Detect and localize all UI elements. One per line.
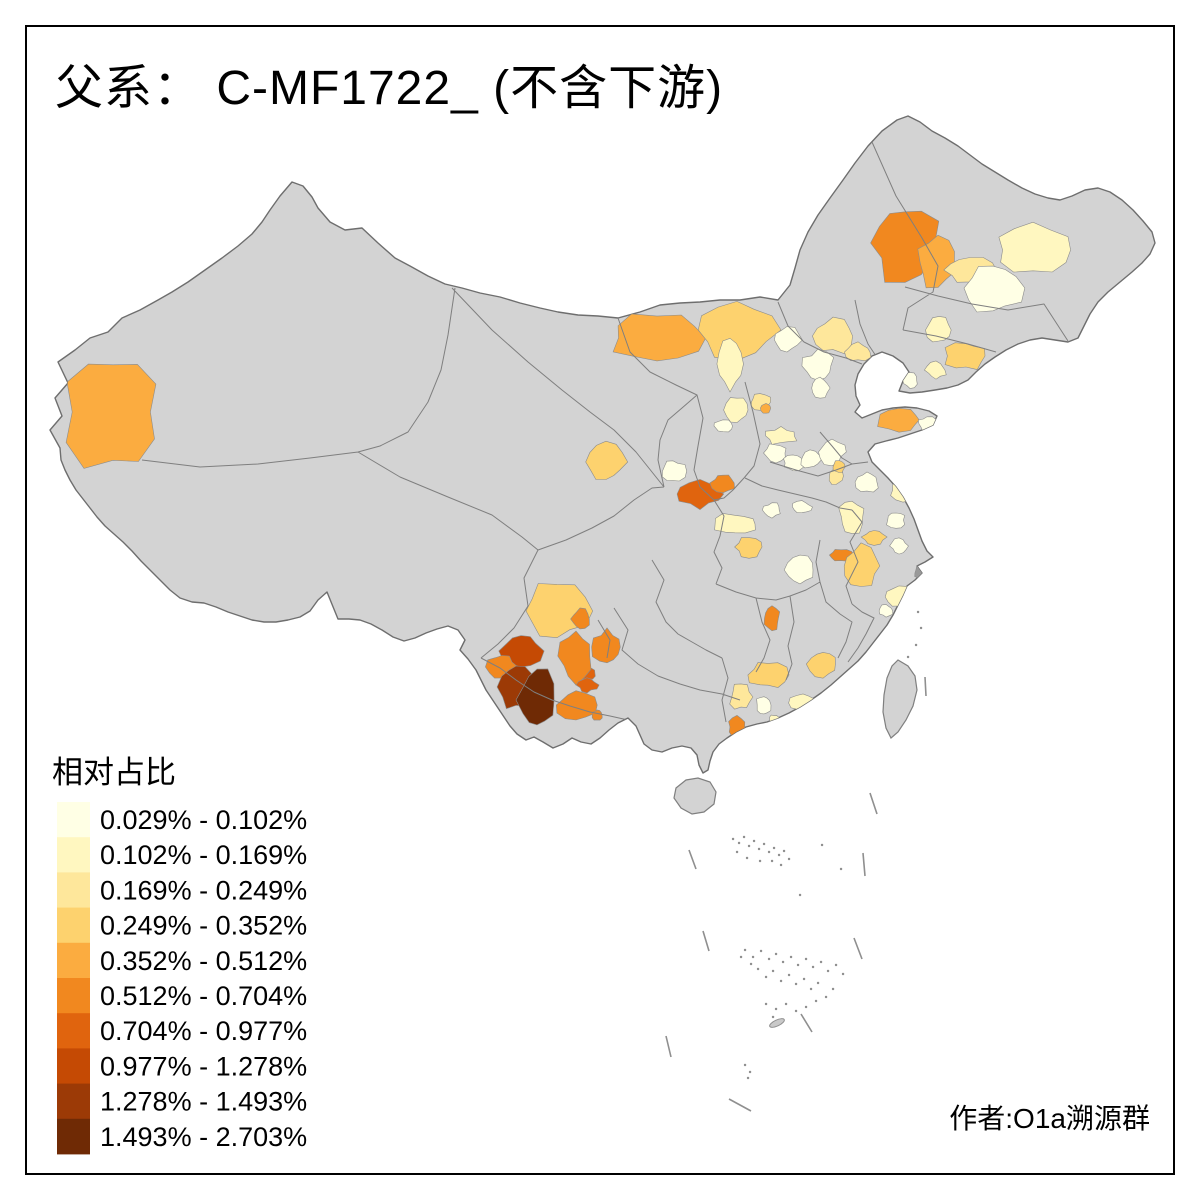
map-region-henan-zhengzhou xyxy=(763,443,787,464)
map-region-jiangsu-yangzhou xyxy=(860,530,888,546)
map-region-jiangsu-suzhou xyxy=(889,537,909,555)
map-region-henan-north xyxy=(713,419,733,433)
map-region-henan-anyang xyxy=(765,426,798,445)
legend-swatch xyxy=(57,1083,90,1120)
author-credit: 作者:O1a溯源群 xyxy=(949,1103,1150,1134)
map-region-hubei-wuhan xyxy=(783,554,814,585)
map-region-heilongjiang-yichun xyxy=(998,221,1071,273)
map-region-henan-nanyang xyxy=(734,537,763,559)
legend-swatch xyxy=(57,907,90,944)
legend-label: 1.278% - 1.493% xyxy=(100,1087,307,1117)
legend-label: 0.102% - 0.169% xyxy=(100,840,307,870)
map-region-liaoning-dalian-north xyxy=(923,360,947,380)
map-region-xinjiang-southwest xyxy=(65,363,157,469)
legend-label: 0.977% - 1.278% xyxy=(100,1051,307,1081)
map-region-hunan-jiangxi-border xyxy=(763,605,781,632)
map-region-shandong-qingdao xyxy=(877,407,920,433)
south-china-sea-island-dots xyxy=(731,610,923,1080)
province-boundaries xyxy=(141,141,1069,723)
legend-label: 0.029% - 0.102% xyxy=(100,805,307,835)
legend-label: 1.493% - 2.703% xyxy=(100,1122,307,1152)
map-region-shanxi-yangquan xyxy=(760,403,772,414)
sea-boundary-dashes xyxy=(665,676,927,1112)
map-region-zhejiang-jinhua-east xyxy=(878,604,894,618)
legend-swatch xyxy=(57,942,90,979)
legend-swatch xyxy=(57,1013,90,1049)
map-region-yunnan-zhaotong xyxy=(591,627,621,664)
map-region-yunnan-yuxi xyxy=(575,677,600,694)
map-region-gansu-lanzhou xyxy=(585,440,629,480)
hainan-island xyxy=(673,777,717,815)
legend-swatch xyxy=(57,1048,90,1084)
map-region-liaoning-dandong xyxy=(944,342,986,370)
south-sea-islet xyxy=(769,1018,785,1028)
map-region-henan-shangqiu xyxy=(800,449,822,469)
map-region-henan-nanyang-north xyxy=(714,513,756,534)
legend-swatch xyxy=(57,978,90,1014)
legend-swatch xyxy=(57,1118,90,1155)
map-region-liaoning-chaoyang xyxy=(844,341,872,362)
legend-swatch xyxy=(57,802,90,838)
map-region-heilongjiang-suihua xyxy=(917,234,955,289)
map-region-jiangsu-huaian xyxy=(854,471,879,493)
legend-label: 0.249% - 0.352% xyxy=(100,911,307,941)
map-region-inner-mongolia-baotou-bayannur xyxy=(612,313,707,362)
map-region-inner-mongolia-ulanqab xyxy=(697,301,782,361)
map-region-jiangsu-nantong xyxy=(886,512,906,529)
legend-label: 0.352% - 0.512% xyxy=(100,946,307,976)
map-region-henan-zhoukou xyxy=(792,500,813,514)
map-region-guangdong-foshan xyxy=(756,696,772,715)
map-region-beijing xyxy=(801,348,835,381)
taiwan-island xyxy=(882,659,918,739)
page-title: 父系： C-MF1722_ (不含下游) xyxy=(55,62,723,115)
legend-title: 相对占比 xyxy=(52,755,176,790)
plot-frame xyxy=(25,25,1175,1175)
map-region-shanxi-datong xyxy=(716,337,744,393)
map-region-tianjin xyxy=(811,376,831,399)
map-region-fujian-sanming xyxy=(805,652,836,679)
legend-swatch xyxy=(57,837,90,873)
legend-swatch xyxy=(57,872,90,908)
legend-items: 0.029% - 0.102% 0.102% - 0.169% 0.169% - 0… xyxy=(57,802,307,1155)
map-region-shanxi-linfen xyxy=(661,460,688,482)
map-region-yunnan-puer xyxy=(515,668,555,726)
map-region-henan-luohe xyxy=(762,502,781,519)
map-region-heilongjiang-harbin-west xyxy=(963,265,1026,313)
map-region-shanxi-yuncheng xyxy=(709,474,735,494)
map-region-yunnan-chuxiong xyxy=(557,630,592,686)
islands xyxy=(665,610,927,1112)
legend: 相对占比 0.029% - 0.102% 0.102% - 0.169% 0.169… xyxy=(52,755,307,1155)
legend-label: 0.169% - 0.249% xyxy=(100,875,307,905)
map-region-jiangsu-nanjing-chuzhou xyxy=(843,542,881,587)
map-region-sichuan-panzhihua xyxy=(570,607,590,630)
map-region-yunnan-honghe xyxy=(555,690,598,721)
map-region-shanxi-xinzhou xyxy=(723,397,749,423)
legend-label: 0.512% - 0.704% xyxy=(100,981,307,1011)
legend-label: 0.704% - 0.977% xyxy=(100,1016,307,1046)
